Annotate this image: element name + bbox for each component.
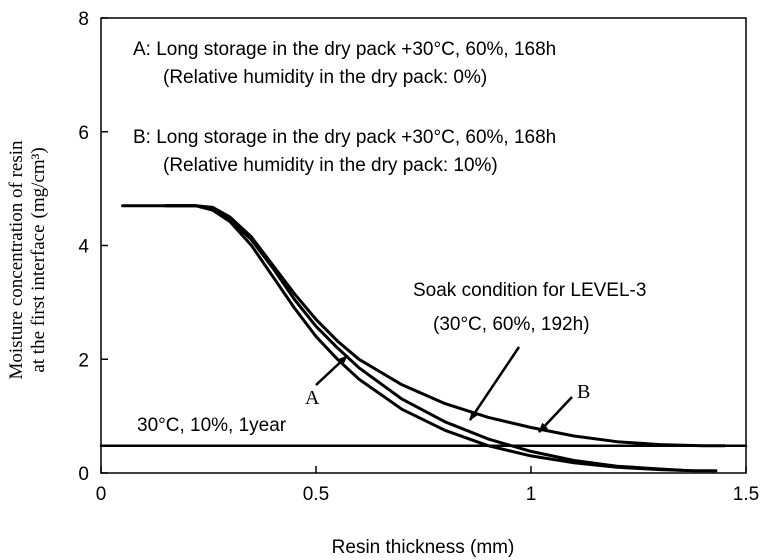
y-tick-label: 6: [78, 123, 89, 144]
annotation-a-line2: (Relative humidity in the dry pack: 0%): [163, 67, 487, 88]
x-axis-ticks: 0 0.5 1 1.5: [96, 466, 759, 505]
y-tick-label: 2: [78, 350, 89, 371]
series-b-line: [121, 204, 726, 448]
y-axis-label-unit: (mg/cm³): [28, 147, 49, 218]
series-layer: [99, 204, 748, 473]
annotation-a-line1: A: Long storage in the dry pack +30°C, 6…: [133, 39, 556, 60]
annotation-b-line1: B: Long storage in the dry pack +30°C, 6…: [133, 127, 556, 148]
arrow-b: [538, 396, 573, 433]
y-axis-label-line1: Moisture concentration of resin: [6, 140, 27, 380]
arrow-soak: [468, 346, 521, 421]
y-tick-label: 8: [78, 9, 89, 30]
series-soak-line: [164, 204, 683, 472]
x-tick-label: 1: [526, 484, 537, 505]
y-axis-ticks: 0 2 4 6 8: [78, 9, 108, 485]
annotation-b-line2: (Relative humidity in the dry pack: 10%): [163, 155, 498, 176]
x-tick-label: 1.5: [733, 484, 759, 505]
x-tick-label: 0.5: [303, 484, 329, 505]
y-axis-label-line2-text: at the first interface: [28, 224, 49, 372]
y-axis-label: Moisture concentration of resin at the f…: [6, 140, 49, 380]
y-axis-label-line2: at the first interface (mg/cm³): [28, 147, 49, 372]
arrow-a: [315, 355, 348, 386]
curve-label-b: B: [577, 381, 590, 403]
y-tick-label: 0: [78, 464, 89, 485]
y-tick-label: 4: [78, 237, 89, 258]
x-tick-label: 0: [96, 484, 107, 505]
annotation-soak-line2: (30°C, 60%, 192h): [433, 314, 590, 335]
x-axis-label: Resin thickness (mm): [332, 537, 515, 558]
curve-label-a: A: [305, 387, 320, 409]
annotation-soak-line1: Soak condition for LEVEL-3: [413, 280, 646, 301]
annotation-baseline-label: 30°C, 10%, 1year: [137, 415, 287, 436]
